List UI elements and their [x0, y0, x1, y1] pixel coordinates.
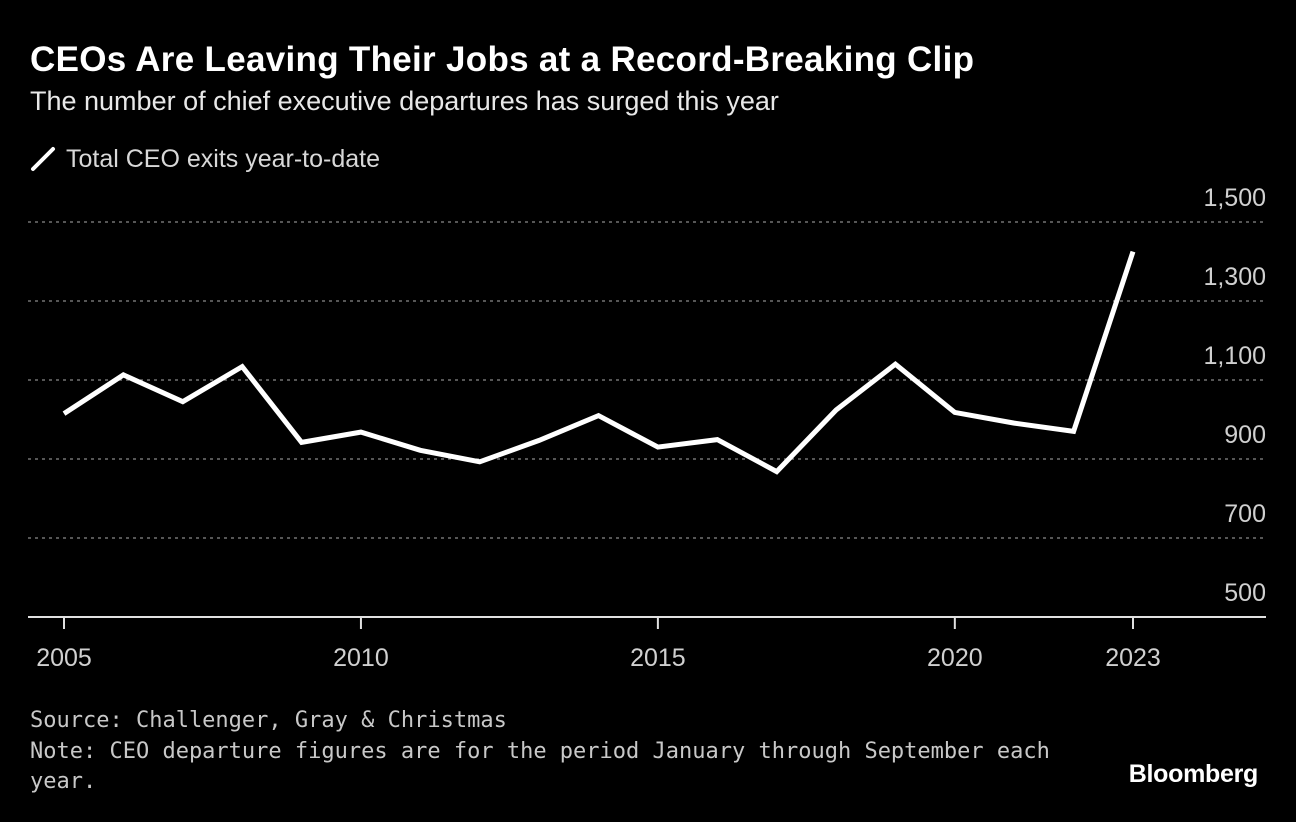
source-note: Source: Challenger, Gray & Christmas	[30, 708, 507, 733]
data-point-2006	[121, 372, 126, 377]
x-tick-label-2015: 2015	[630, 644, 686, 672]
data-point-2020	[952, 410, 957, 415]
data-point-2010	[358, 430, 363, 435]
legend-line-icon	[31, 147, 55, 171]
data-point-2019	[893, 362, 898, 367]
data-point-2012	[477, 459, 482, 464]
x-axis: 2005 2010 2015 2020 2023	[28, 616, 1266, 672]
data-point-2015	[655, 445, 660, 450]
data-point-2018	[834, 408, 839, 413]
chart-title: CEOs Are Leaving Their Jobs at a Record-…	[30, 40, 975, 79]
y-tick-label-900: 900	[1224, 421, 1266, 449]
series-layer	[62, 249, 1136, 475]
data-point-2022	[1071, 429, 1076, 434]
legend: Total CEO exits year-to-date	[30, 142, 380, 176]
y-tick-label-1100: 1,100	[1203, 342, 1266, 370]
grid-layer	[28, 221, 1266, 539]
data-point-2005	[62, 411, 67, 416]
x-tick-label-2005: 2005	[36, 644, 92, 672]
legend-label: Total CEO exits year-to-date	[66, 144, 381, 173]
series-line-0	[62, 250, 1136, 475]
chart-subtitle: The number of chief executive departures…	[30, 86, 779, 116]
data-point-2011	[418, 448, 423, 453]
y-tick-label-1500: 1,500	[1203, 184, 1266, 212]
y-tick-label-500: 500	[1224, 579, 1266, 607]
x-tick-label-2020: 2020	[927, 644, 983, 672]
data-point-2016	[715, 437, 720, 442]
footnote: Note: CEO departure figures are for the …	[30, 739, 1050, 794]
x-tick-label-2010: 2010	[333, 644, 389, 672]
data-point-2007	[180, 399, 185, 404]
bloomberg-logo: Bloomberg	[1128, 760, 1259, 788]
y-tick-label-700: 700	[1224, 500, 1266, 528]
data-point-2013	[537, 438, 542, 443]
data-point-2017	[774, 469, 779, 474]
y-axis: 500 700 900 1,100 1,300 1,500	[1203, 184, 1266, 607]
data-point-2021	[1012, 421, 1017, 426]
y-tick-label-1300: 1,300	[1203, 263, 1266, 291]
data-point-2009	[299, 440, 304, 445]
x-tick-label-2023: 2023	[1105, 644, 1161, 672]
data-point-2023	[1131, 249, 1136, 254]
data-point-2008	[240, 364, 245, 369]
data-point-2014	[596, 413, 601, 418]
